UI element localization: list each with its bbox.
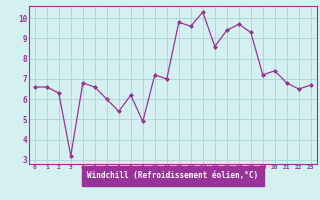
X-axis label: Windchill (Refroidissement éolien,°C): Windchill (Refroidissement éolien,°C) (87, 171, 258, 180)
